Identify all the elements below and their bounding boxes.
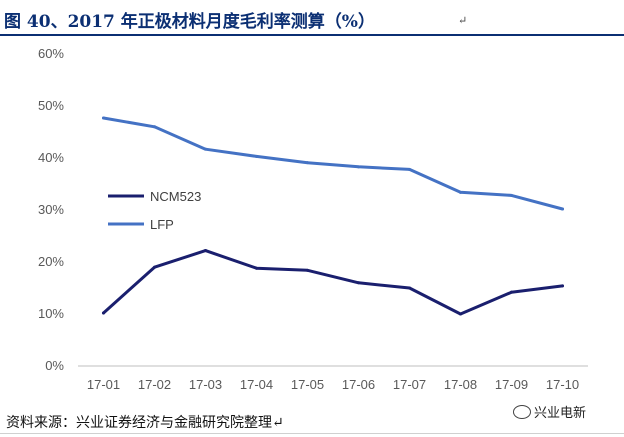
x-tick-label: 17-07 (393, 377, 426, 392)
data-point-lfp (459, 190, 462, 194)
data-point-ncm523 (102, 311, 105, 315)
data-point-ncm523 (459, 312, 462, 316)
data-point-lfp (153, 125, 156, 129)
legend: NCM523 LFP (108, 189, 201, 232)
data-point-ncm523 (408, 286, 411, 290)
x-tick-label: 17-10 (546, 377, 579, 392)
series-line-lfp (102, 116, 564, 211)
legend-label: NCM523 (150, 189, 201, 204)
figure-header: 图 40、2017 年正极材料月度毛利率测算（%） ↵ (0, 0, 624, 36)
x-tick-label: 17-04 (240, 377, 273, 392)
x-tick-label: 17-06 (342, 377, 375, 392)
x-tick-label: 17-02 (138, 377, 171, 392)
x-axis: 17-01 17-02 17-03 17-04 17-05 17-06 17-07 17-08… (78, 365, 588, 392)
data-point-lfp (204, 147, 207, 151)
data-point-ncm523 (204, 249, 207, 253)
y-tick-label: 50% (38, 98, 64, 113)
legend-label: LFP (150, 217, 174, 232)
data-point-lfp (561, 207, 564, 211)
data-point-lfp (306, 161, 309, 165)
x-tick-label: 17-09 (495, 377, 528, 392)
y-tick-label: 40% (38, 150, 64, 165)
watermark: 兴业电新 (513, 402, 586, 421)
data-point-ncm523 (510, 290, 513, 294)
data-point-ncm523 (357, 281, 360, 285)
data-point-lfp (102, 116, 105, 120)
figure-title: 图 40、2017 年正极材料月度毛利率测算（%） (4, 12, 375, 32)
y-axis: 0% 10% 20% 30% 40% 50% 60% (38, 46, 64, 373)
data-point-lfp (255, 154, 258, 158)
data-point-lfp (357, 165, 360, 169)
y-tick-label: 10% (38, 306, 64, 321)
data-point-ncm523 (153, 265, 156, 269)
bottom-divider (0, 433, 624, 434)
y-tick-label: 20% (38, 254, 64, 269)
data-point-ncm523 (561, 284, 564, 288)
watermark-text: 兴业电新 (534, 406, 587, 421)
y-tick-label: 30% (38, 202, 64, 217)
series-lines (102, 116, 564, 316)
y-tick-label: 60% (38, 46, 64, 61)
data-point-ncm523 (255, 266, 258, 270)
series-line-ncm523 (102, 249, 564, 316)
paragraph-mark: ↵ (458, 14, 468, 27)
data-point-ncm523 (306, 268, 309, 272)
x-tick-label: 17-03 (189, 377, 222, 392)
x-tick-label: 17-05 (291, 377, 324, 392)
source-note: 资料来源：兴业证券经济与金融研究院整理↵ (6, 415, 284, 431)
x-tick-label: 17-01 (87, 377, 120, 392)
data-point-lfp (510, 193, 513, 197)
line-chart: 0%10%20%30%40%50%60% 17-01 17-02 17-03 17-0… (38, 46, 588, 392)
wechat-icon (513, 405, 531, 419)
data-point-lfp (408, 167, 411, 171)
x-tick-label: 17-08 (444, 377, 477, 392)
y-tick-label: 0% (45, 358, 64, 373)
